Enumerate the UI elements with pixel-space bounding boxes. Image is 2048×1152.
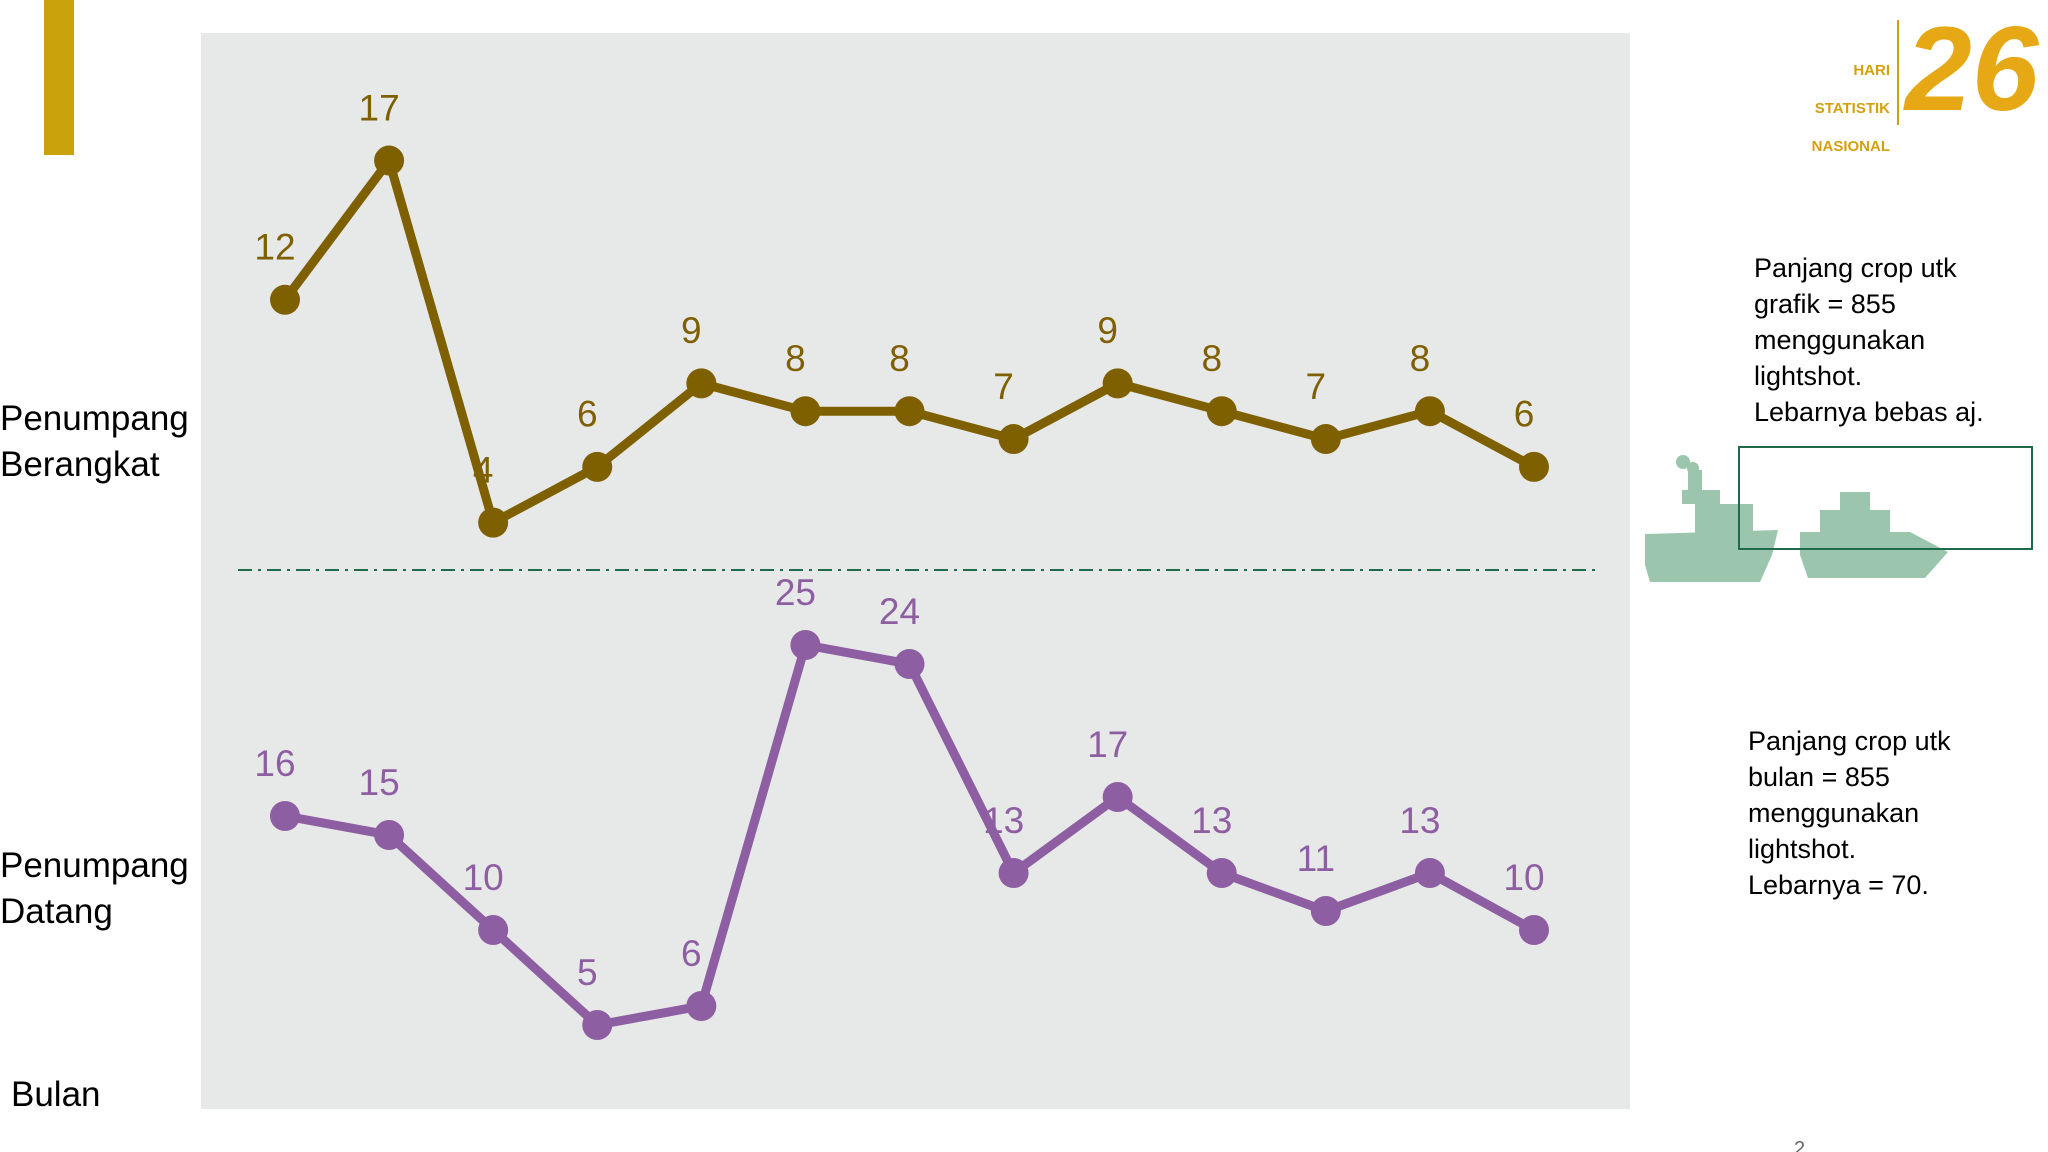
- data-label: 10: [463, 857, 504, 898]
- data-point: [270, 284, 300, 315]
- logo-line: STATISTIK: [1814, 100, 1890, 117]
- data-label: 8: [1410, 338, 1431, 379]
- logo-number: 26: [1905, 2, 2039, 136]
- data-point: [582, 1010, 613, 1040]
- note: Panjang crop utk grafik = 855 menggunaka…: [1754, 253, 1984, 427]
- note: Panjang crop utk bulan = 855 menggunakan…: [1748, 726, 1951, 900]
- data-label: 13: [1399, 800, 1440, 841]
- data-label: 25: [775, 572, 816, 613]
- data-label: 13: [983, 800, 1024, 841]
- data-point: [1519, 915, 1549, 945]
- data-label: 8: [1201, 338, 1222, 379]
- data-label: 6: [1514, 394, 1535, 435]
- series-name: Penumpang Berangkat: [0, 399, 189, 484]
- data-point: [374, 145, 405, 176]
- data-point: [1519, 451, 1549, 482]
- logo-text: HARI STATISTIK NASIONAL: [1790, 42, 1890, 175]
- data-label: 12: [254, 227, 295, 268]
- data-point: [894, 649, 925, 679]
- data-label: 24: [879, 591, 920, 632]
- data-point: [1102, 368, 1133, 399]
- data-label: 8: [889, 338, 910, 379]
- data-point: [582, 451, 613, 482]
- data-point: [1102, 782, 1133, 812]
- data-label: 9: [1097, 310, 1118, 351]
- data-point: [998, 424, 1029, 455]
- data-point: [686, 368, 717, 399]
- data-label: 9: [681, 310, 702, 351]
- data-point: [270, 801, 300, 831]
- data-label: 8: [785, 338, 806, 379]
- data-label: 11: [1297, 838, 1335, 879]
- data-point: [1206, 396, 1237, 427]
- axis-label: Bulan: [11, 1075, 101, 1114]
- data-point: [1414, 396, 1445, 427]
- logo-line: NASIONAL: [1811, 138, 1890, 155]
- data-point: [478, 915, 509, 945]
- data-point: [686, 991, 717, 1021]
- data-label: 10: [1503, 857, 1544, 898]
- ship-icons: [1645, 455, 1948, 582]
- data-label: 17: [1087, 724, 1128, 765]
- data-point: [1310, 424, 1341, 455]
- data-label: 6: [681, 933, 702, 974]
- data-label: 13: [1191, 800, 1232, 841]
- data-point: [374, 820, 405, 850]
- data-label: 7: [1306, 366, 1327, 407]
- data-point: [790, 630, 821, 660]
- data-label: 6: [577, 394, 598, 435]
- logo-line: HARI: [1853, 62, 1890, 79]
- crop-box: [1738, 446, 2033, 550]
- series-name: Penumpang Datang: [0, 846, 189, 931]
- page-number: 2: [1794, 1138, 1806, 1152]
- data-point: [1310, 896, 1341, 926]
- data-label: 16: [254, 743, 295, 784]
- data-label: 4: [473, 449, 494, 490]
- data-point: [894, 396, 925, 427]
- data-label: 5: [577, 952, 598, 993]
- data-point: [1206, 858, 1237, 888]
- data-label: 15: [359, 762, 400, 803]
- data-label: 7: [993, 366, 1014, 407]
- data-label: 17: [359, 87, 400, 128]
- data-point: [478, 507, 509, 538]
- data-point: [1414, 858, 1445, 888]
- data-point: [998, 858, 1029, 888]
- accent-bar: [44, 0, 74, 155]
- data-point: [790, 396, 821, 427]
